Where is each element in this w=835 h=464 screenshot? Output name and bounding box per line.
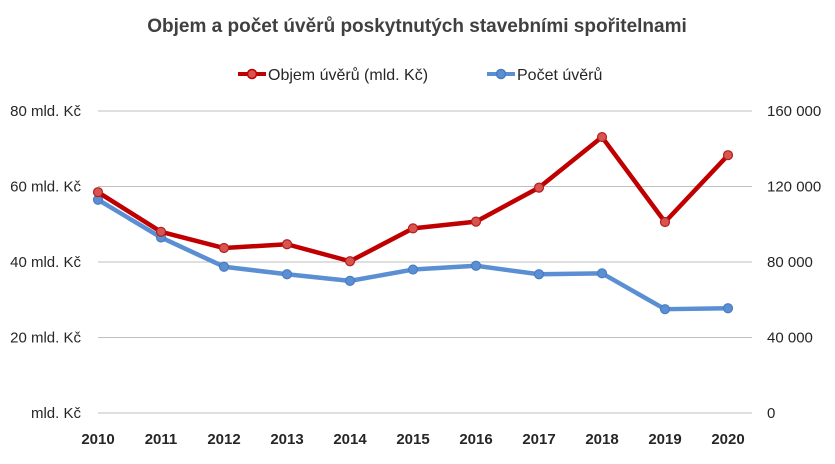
chart-title: Objem a počet úvěrů poskytnutých stavebn… — [147, 16, 687, 37]
series-objem — [92, 131, 734, 267]
data-point — [281, 239, 293, 250]
x-tick-label: 2013 — [270, 431, 303, 448]
data-point — [344, 256, 356, 267]
data-point — [722, 150, 734, 161]
left-tick-label: 80 mld. Kč — [10, 103, 81, 120]
x-tick-label: 2012 — [207, 431, 240, 448]
gridlines — [98, 110, 752, 414]
x-tick-label: 2011 — [145, 431, 178, 448]
left-tick-label: 20 mld. Kč — [10, 330, 81, 347]
data-point — [722, 303, 734, 314]
right-tick-label: 0 — [767, 405, 775, 422]
right-tick-label: 160 000 — [767, 103, 821, 120]
data-point — [92, 187, 104, 198]
data-point — [533, 269, 545, 280]
left-tick-label: 40 mld. Kč — [10, 254, 81, 271]
data-point — [596, 268, 608, 279]
x-tick-label: 2020 — [711, 431, 744, 448]
x-tick-label: 2016 — [459, 431, 492, 448]
series-line-pocet — [95, 197, 731, 312]
x-tick-label: 2010 — [81, 431, 114, 448]
x-axis-ticks: 2010 2011 2012 2013 2014 2015 2016 2017 2018 2019… — [81, 431, 744, 448]
left-axis-ticks: mld. Kč 20 mld. Kč 40 mld. Kč 60 mld. Kč 80 … — [10, 103, 81, 422]
data-point — [155, 226, 167, 237]
left-tick-label: mld. Kč — [31, 405, 82, 422]
data-point — [407, 264, 419, 275]
legend-label-pocet: Počet úvěrů — [517, 66, 602, 84]
data-point — [344, 275, 356, 286]
data-point — [470, 216, 482, 227]
series-pocet — [92, 194, 734, 315]
series-layer — [92, 131, 734, 315]
legend-label-objem: Objem úvěrů (mld. Kč) — [268, 66, 428, 84]
data-point — [407, 223, 419, 234]
legend-marker-objem — [246, 68, 258, 80]
legend-marker-pocet — [495, 68, 507, 80]
right-tick-label: 80 000 — [767, 254, 813, 271]
data-point — [659, 216, 671, 228]
x-tick-label: 2015 — [396, 431, 429, 448]
x-tick-label: 2014 — [333, 431, 367, 448]
legend-item-pocet: Počet úvěrů — [487, 66, 602, 84]
series-line-objem — [95, 134, 731, 264]
x-tick-label: 2019 — [648, 431, 681, 448]
right-axis-ticks: 0 40 000 80 000 120 000 160 000 — [767, 103, 821, 422]
data-point — [596, 131, 608, 143]
data-point — [533, 182, 545, 193]
legend-item-objem: Objem úvěrů (mld. Kč) — [238, 66, 428, 84]
data-point — [470, 260, 482, 271]
right-tick-label: 40 000 — [767, 330, 813, 347]
data-point — [659, 304, 671, 315]
right-tick-label: 120 000 — [767, 179, 821, 196]
data-point — [281, 269, 293, 280]
left-tick-label: 60 mld. Kč — [10, 179, 81, 196]
data-point — [218, 261, 230, 272]
x-tick-label: 2017 — [522, 431, 555, 448]
data-point — [218, 242, 230, 254]
legend: Objem úvěrů (mld. Kč) Počet úvěrů — [238, 66, 602, 84]
x-tick-label: 2018 — [585, 431, 618, 448]
